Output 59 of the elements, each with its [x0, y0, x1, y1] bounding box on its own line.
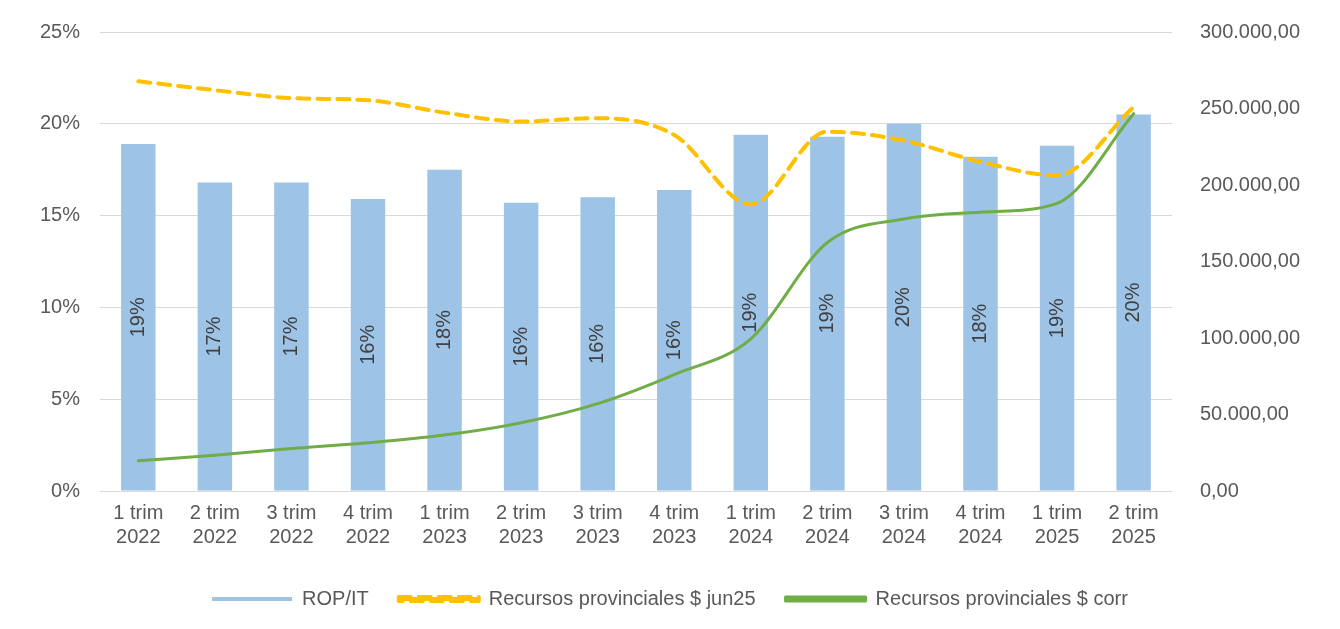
y2-tick-label: 150.000,00	[1199, 249, 1301, 272]
bar	[580, 197, 615, 491]
bar	[274, 182, 309, 491]
data-label: 18%	[432, 309, 455, 351]
x-tick-label: 2 trim 2023	[496, 500, 547, 547]
legend-label: ROP/IT	[302, 586, 369, 609]
y-tick-label: 0%	[51, 478, 81, 501]
y-tick-label: 10%	[40, 294, 81, 317]
bar	[657, 189, 692, 491]
y2-tick-label: 100.000,00	[1199, 325, 1301, 348]
data-label: 20%	[891, 286, 914, 328]
y-tick-label: 5%	[51, 386, 81, 409]
bar	[810, 136, 845, 491]
x-tick-label: 3 trim 2023	[572, 500, 623, 547]
y-tick-label: 25%	[40, 19, 81, 42]
data-label: 19%	[125, 297, 148, 338]
x-tick-label: 1 trim 2024	[725, 500, 776, 547]
y2-tick-label: 200.000,00	[1199, 172, 1301, 195]
x-tick-label: 3 trim 2022	[266, 500, 317, 547]
data-label: 16%	[585, 323, 608, 364]
y2-tick-label: 0,00	[1199, 478, 1239, 501]
legend-label: Recursos provinciales $ corr	[875, 586, 1129, 609]
x-tick-label: 1 trim 2025	[1032, 500, 1083, 547]
bar	[1039, 145, 1075, 491]
data-label: 17%	[278, 316, 301, 357]
y2-tick-label: 300.000,00	[1199, 19, 1301, 42]
data-label: 16%	[661, 319, 684, 361]
x-tick-label: 1 trim 2023	[419, 500, 470, 547]
x-tick-label: 2 trim 2024	[802, 500, 853, 547]
x-tick-label: 4 trim 2023	[649, 500, 700, 547]
x-tick-label: 2 trim 2025	[1108, 500, 1159, 547]
y-tick-label: 15%	[40, 203, 81, 226]
x-tick-label: 4 trim 2022	[343, 500, 393, 547]
bar	[197, 182, 233, 491]
legend-label: Recursos provinciales $ jun25	[488, 586, 756, 609]
bar	[350, 199, 386, 491]
data-label: 16%	[508, 326, 531, 367]
data-label: 17%	[202, 316, 225, 357]
line-series	[136, 79, 1136, 207]
bar	[503, 202, 539, 491]
y-tick-label: 20%	[40, 111, 81, 134]
data-label: 19%	[1044, 297, 1067, 339]
data-label: 18%	[968, 303, 991, 344]
data-label: 16%	[355, 324, 378, 365]
bar	[1116, 114, 1151, 491]
data-label: 19%	[738, 292, 761, 333]
bar	[427, 169, 462, 491]
data-label: 19%	[814, 293, 837, 334]
bar	[733, 134, 769, 491]
x-tick-label: 2 trim 2022	[189, 500, 240, 547]
y2-tick-label: 50.000,00	[1199, 402, 1289, 425]
bar	[886, 123, 922, 491]
x-tick-label: 3 trim 2024	[878, 500, 929, 547]
y2-tick-label: 250.000,00	[1199, 96, 1301, 119]
x-tick-label: 1 trim 2022	[113, 500, 164, 547]
data-label: 20%	[1121, 282, 1144, 323]
bar	[963, 156, 998, 491]
x-tick-label: 4 trim 2024	[955, 500, 1006, 547]
bar	[121, 144, 156, 491]
